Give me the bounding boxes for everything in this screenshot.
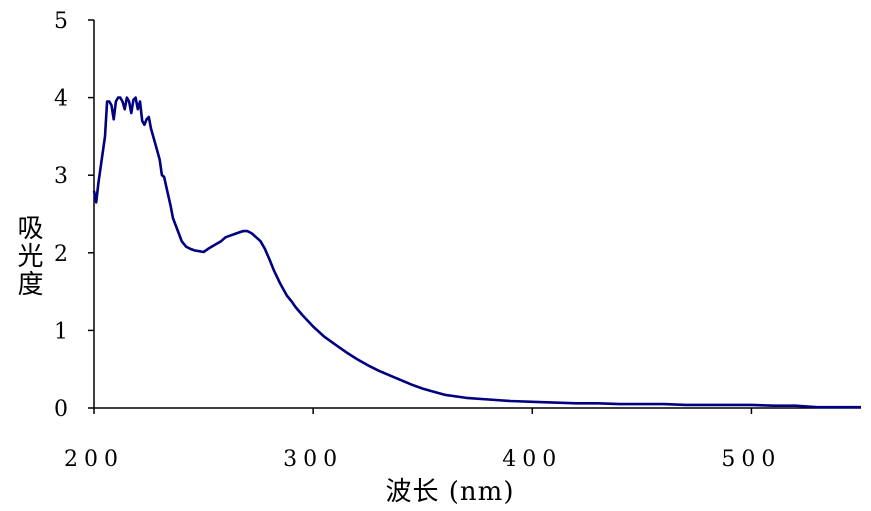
y-tick-label: 3 [54,164,68,189]
x-tick-label: 400 [502,447,562,472]
x-tick-label: 500 [721,447,781,472]
y-tick-label: 4 [54,87,68,112]
x-tick-label: 300 [283,447,343,472]
y-axis-ticks: 0 1 2 3 4 5 [54,9,94,422]
y-tick-label: 5 [54,9,68,34]
absorbance-series-line [92,96,861,409]
y-tick-label: 0 [54,397,68,422]
x-tick-label: 200 [64,447,124,472]
x-axis-ticks: 200 300 400 500 [64,408,781,472]
y-tick-label: 2 [54,242,68,267]
x-axis-title: 波长 (nm) [386,477,515,507]
y-axis-title: 吸光度 [13,214,43,298]
y-tick-label: 1 [54,319,68,344]
axes [93,20,861,409]
